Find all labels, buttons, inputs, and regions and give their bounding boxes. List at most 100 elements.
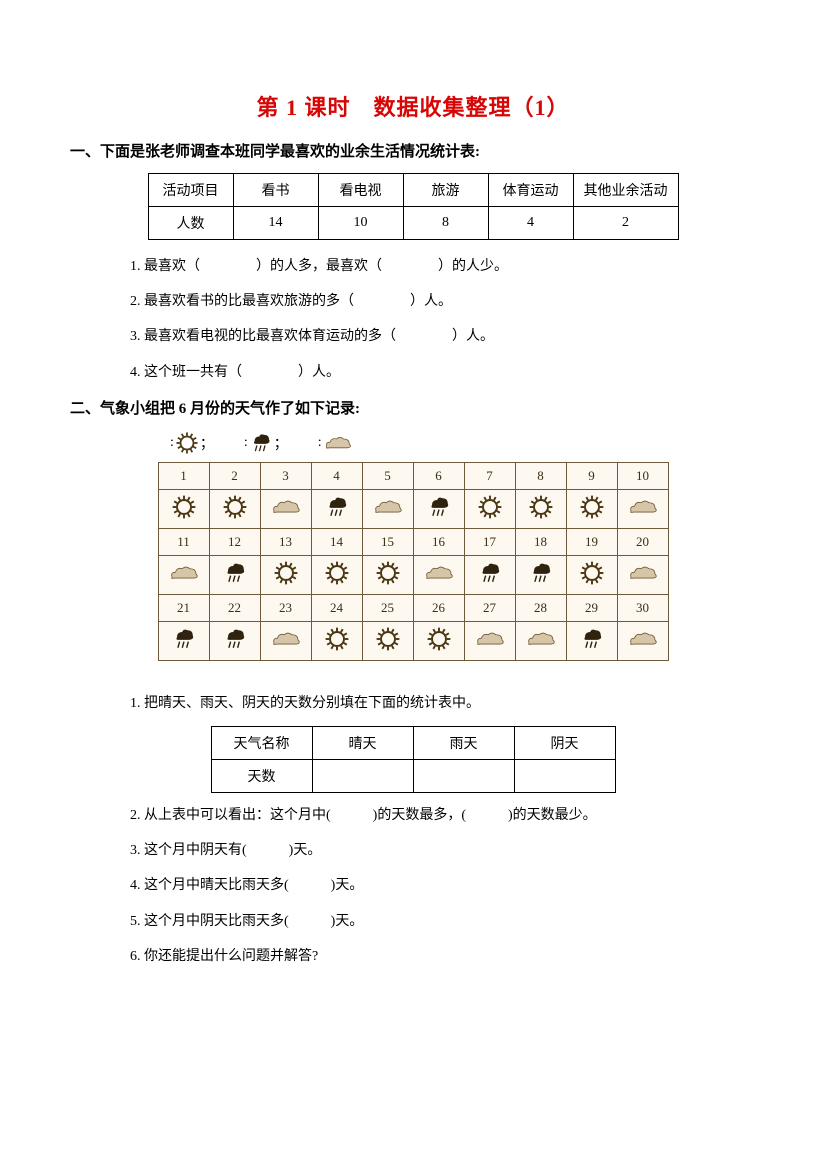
fill-blank-cell[interactable] [312,759,413,792]
calendar-day-number: 3 [260,462,311,489]
table-row: 天气名称 晴天 雨天 阴天 [211,726,615,759]
question-text: 4. 这个月中晴天比雨天多( )天。 [130,873,756,898]
calendar-weather-cell [158,555,209,594]
calendar-weather-cell [464,621,515,660]
rain-icon [248,430,274,456]
table-cell: 看电视 [318,174,403,207]
cloud-icon [422,563,456,583]
rain-icon [221,559,249,587]
calendar-day-number: 23 [260,594,311,621]
table-cell: 活动项目 [148,174,233,207]
calendar-day-number: 25 [362,594,413,621]
sun-icon [174,430,200,456]
page-title: 第 1 课时 数据收集整理（1） [70,90,756,122]
question-text: 6. 你还能提出什么问题并解答? [130,944,756,969]
rain-icon [527,559,555,587]
table-cell: 看书 [233,174,318,207]
calendar-day-number: 7 [464,462,515,489]
sun-icon [527,493,555,521]
cloud-icon [322,434,354,452]
question-text: 4. 这个班一共有（ ）人。 [130,360,756,385]
section2-heading: 二、气象小组把 6 月份的天气作了如下记录: [70,397,756,418]
calendar-day-number: 20 [617,528,668,555]
table-cell: 天气名称 [211,726,312,759]
legend-sep: ； [200,433,214,453]
sun-icon [170,493,198,521]
sun-icon [272,559,300,587]
fill-blank-cell[interactable] [413,759,514,792]
question-text: 1. 把晴天、雨天、阴天的天数分别填在下面的统计表中。 [130,691,756,716]
calendar-weather-cell [311,489,362,528]
question-text: 5. 这个月中阴天比雨天多( )天。 [130,909,756,934]
calendar-day-number: 9 [566,462,617,489]
table-cell: 10 [318,207,403,240]
calendar-day-number: 4 [311,462,362,489]
calendar-weather-cell [413,489,464,528]
weather-legend: : ；: ；: [170,430,756,456]
cloud-icon [626,563,660,583]
table-cell: 阴天 [514,726,615,759]
table-cell: 8 [403,207,488,240]
calendar-weather-cell [413,555,464,594]
calendar-weather-cell [260,621,311,660]
calendar-day-number: 14 [311,528,362,555]
sun-icon [476,493,504,521]
table-cell: 旅游 [403,174,488,207]
sun-icon [578,559,606,587]
table-cell: 人数 [148,207,233,240]
calendar-weather-cell [464,489,515,528]
table-cell: 4 [488,207,573,240]
table-cell: 其他业余活动 [573,174,678,207]
activity-table: 活动项目 看书 看电视 旅游 体育运动 其他业余活动 人数 14 10 8 4 … [148,173,679,240]
calendar-day-number: 27 [464,594,515,621]
calendar-weather-cell [362,489,413,528]
calendar-weather-cell [566,489,617,528]
calendar-weather-cell [311,621,362,660]
calendar-day-number: 28 [515,594,566,621]
calendar-day-number: 8 [515,462,566,489]
fill-blank-cell[interactable] [514,759,615,792]
sun-icon [374,559,402,587]
calendar-day-number: 5 [362,462,413,489]
legend-sep: ； [274,433,288,453]
calendar-day-number: 13 [260,528,311,555]
rain-icon [323,493,351,521]
table-row: 活动项目 看书 看电视 旅游 体育运动 其他业余活动 [148,174,678,207]
calendar-date-row: 12345678910 [158,462,668,489]
sun-icon [374,625,402,653]
calendar-weather-row [158,489,668,528]
calendar-weather-cell [209,555,260,594]
calendar-day-number: 26 [413,594,464,621]
calendar-day-number: 6 [413,462,464,489]
calendar-weather-row [158,555,668,594]
calendar-weather-cell [260,489,311,528]
calendar-day-number: 1 [158,462,209,489]
rain-icon [578,625,606,653]
cloud-icon [371,497,405,517]
calendar-day-number: 16 [413,528,464,555]
calendar-day-number: 17 [464,528,515,555]
legend-item: : ； [244,430,288,456]
calendar-weather-cell [362,621,413,660]
calendar-weather-cell [566,555,617,594]
rain-icon [170,625,198,653]
question-text: 1. 最喜欢（ ）的人多，最喜欢（ ）的人少。 [130,254,756,279]
cloud-icon [167,563,201,583]
legend-item: : ； [170,430,214,456]
calendar-weather-cell [362,555,413,594]
calendar-day-number: 2 [209,462,260,489]
calendar-weather-cell [515,555,566,594]
calendar-weather-cell [617,621,668,660]
calendar-day-number: 15 [362,528,413,555]
calendar-weather-cell [515,621,566,660]
calendar-weather-cell [617,555,668,594]
calendar-weather-cell [566,621,617,660]
calendar-day-number: 19 [566,528,617,555]
calendar-weather-cell [260,555,311,594]
calendar-date-row: 21222324252627282930 [158,594,668,621]
calendar-day-number: 21 [158,594,209,621]
calendar-date-row: 11121314151617181920 [158,528,668,555]
section1-heading: 一、下面是张老师调查本班同学最喜欢的业余生活情况统计表: [70,140,756,161]
cloud-icon [626,629,660,649]
calendar-weather-cell [617,489,668,528]
